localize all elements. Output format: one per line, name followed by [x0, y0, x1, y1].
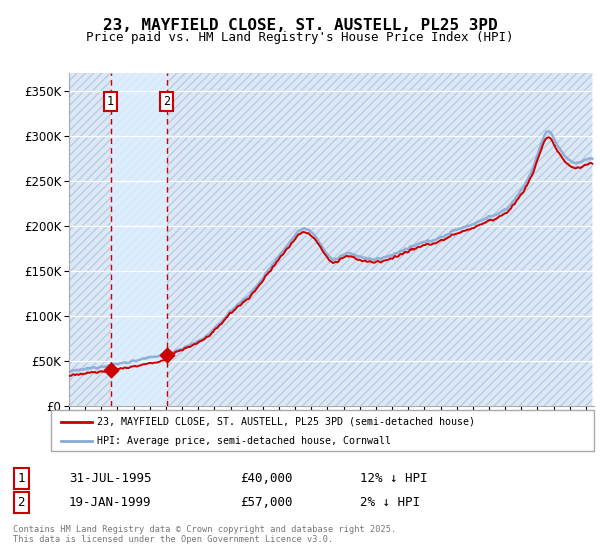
Text: Contains HM Land Registry data © Crown copyright and database right 2025.
This d: Contains HM Land Registry data © Crown c…: [13, 525, 397, 544]
Text: 31-JUL-1995: 31-JUL-1995: [69, 472, 151, 485]
Text: £40,000: £40,000: [240, 472, 293, 485]
Point: [106, 366, 115, 375]
Text: 19-JAN-1999: 19-JAN-1999: [69, 496, 151, 509]
Text: £57,000: £57,000: [240, 496, 293, 509]
Text: HPI: Average price, semi-detached house, Cornwall: HPI: Average price, semi-detached house,…: [97, 436, 391, 446]
Text: 2% ↓ HPI: 2% ↓ HPI: [360, 496, 420, 509]
Text: 2: 2: [17, 496, 25, 509]
Text: 1: 1: [17, 472, 25, 485]
Bar: [110, 73, 167, 406]
FancyBboxPatch shape: [51, 410, 594, 451]
Point: [162, 350, 172, 359]
Text: 23, MAYFIELD CLOSE, ST. AUSTELL, PL25 3PD: 23, MAYFIELD CLOSE, ST. AUSTELL, PL25 3P…: [103, 18, 497, 33]
Text: 12% ↓ HPI: 12% ↓ HPI: [360, 472, 427, 485]
Text: 2: 2: [163, 95, 170, 108]
Text: Price paid vs. HM Land Registry's House Price Index (HPI): Price paid vs. HM Land Registry's House …: [86, 31, 514, 44]
Text: 1: 1: [107, 95, 114, 108]
Text: 23, MAYFIELD CLOSE, ST. AUSTELL, PL25 3PD (semi-detached house): 23, MAYFIELD CLOSE, ST. AUSTELL, PL25 3P…: [97, 417, 475, 427]
